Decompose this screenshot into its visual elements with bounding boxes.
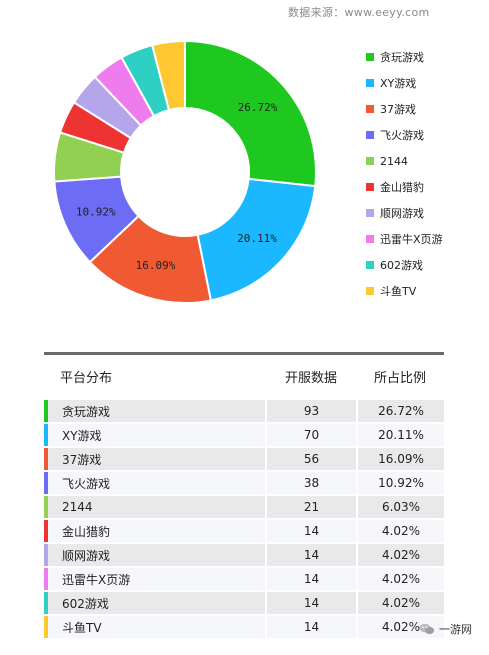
- cell-count: 93: [267, 400, 356, 422]
- table-row: 602游戏 14 4.02%: [44, 592, 444, 614]
- cell-count: 14: [267, 568, 356, 590]
- slice-label-3: 10.92%: [76, 205, 116, 218]
- table-header: 平台分布 开服数据 所占比例: [44, 355, 444, 397]
- header-ratio: 所占比例: [373, 370, 426, 386]
- legend-label: 斗鱼TV: [380, 285, 417, 298]
- cell-count: 38: [267, 472, 356, 494]
- legend-label: 飞火游戏: [380, 129, 424, 142]
- table-row: 斗鱼TV 14 4.02%: [44, 616, 444, 638]
- cell-ratio: 16.09%: [358, 448, 444, 470]
- table-row: 顺网游戏 14 4.02%: [44, 544, 444, 566]
- legend-item: XY游戏: [366, 70, 443, 96]
- legend-label: 37游戏: [380, 103, 416, 116]
- chart-legend: 贪玩游戏 XY游戏 37游戏飞火游戏 2144 金山猎豹顺网游戏迅雷牛X页游 602游戏斗…: [366, 44, 443, 304]
- cell-platform: 迅雷牛X页游: [44, 568, 265, 590]
- legend-item: 金山猎豹: [366, 174, 443, 200]
- cell-ratio: 20.11%: [358, 424, 444, 446]
- cell-platform: XY游戏: [44, 424, 265, 446]
- cell-count: 70: [267, 424, 356, 446]
- legend-swatch: [366, 131, 374, 139]
- watermark-text: 一游网: [439, 623, 472, 636]
- legend-label: XY游戏: [380, 77, 417, 90]
- slice-label-2: 16.09%: [136, 259, 176, 272]
- cell-platform: 602游戏: [44, 592, 265, 614]
- cell-ratio: 26.72%: [358, 400, 444, 422]
- legend-label: 贪玩游戏: [380, 51, 424, 64]
- legend-swatch: [366, 79, 374, 87]
- table-row: 飞火游戏 38 10.92%: [44, 472, 444, 494]
- legend-swatch: [366, 261, 374, 269]
- cell-platform: 37游戏: [44, 448, 265, 470]
- cell-ratio: 6.03%: [358, 496, 444, 518]
- data-source-caption: 数据来源：www.eeyy.com: [288, 6, 430, 19]
- legend-swatch: [366, 157, 374, 165]
- cell-platform: 金山猎豹: [44, 520, 265, 542]
- legend-item: 贪玩游戏: [366, 44, 443, 70]
- watermark: 一游网: [419, 621, 472, 637]
- cell-count: 14: [267, 616, 356, 638]
- legend-item: 2144: [366, 148, 443, 174]
- cell-count: 56: [267, 448, 356, 470]
- table-row: 迅雷牛X页游 14 4.02%: [44, 568, 444, 590]
- wechat-icon: [419, 623, 435, 635]
- cell-count: 14: [267, 520, 356, 542]
- legend-item: 斗鱼TV: [366, 278, 443, 304]
- cell-count: 21: [267, 496, 356, 518]
- legend-label: 顺网游戏: [380, 207, 424, 220]
- header-platform: 平台分布: [60, 370, 113, 386]
- cell-ratio: 4.02%: [358, 520, 444, 542]
- header-count: 开服数据: [284, 370, 337, 386]
- legend-item: 顺网游戏: [366, 200, 443, 226]
- legend-swatch: [366, 53, 374, 61]
- legend-label: 金山猎豹: [380, 181, 424, 194]
- table-row: 37游戏 56 16.09%: [44, 448, 444, 470]
- legend-item: 37游戏: [366, 96, 443, 122]
- donut-chart: 26.72% 20.11% 16.09% 10.92%: [53, 39, 317, 304]
- cell-ratio: 10.92%: [358, 472, 444, 494]
- legend-swatch: [366, 235, 374, 243]
- legend-swatch: [366, 105, 374, 113]
- cell-platform: 2144: [44, 496, 265, 518]
- cell-platform: 斗鱼TV: [44, 616, 265, 638]
- cell-platform: 顺网游戏: [44, 544, 265, 566]
- legend-swatch: [366, 287, 374, 295]
- slice-9: [151, 39, 186, 112]
- table-row: 2144 21 6.03%: [44, 496, 444, 518]
- slice-label-1: 20.11%: [237, 232, 277, 245]
- legend-item: 迅雷牛X页游: [366, 226, 443, 252]
- cell-ratio: 4.02%: [358, 544, 444, 566]
- cell-platform: 飞火游戏: [44, 472, 265, 494]
- cell-count: 14: [267, 592, 356, 614]
- table-row: XY游戏 70 20.11%: [44, 424, 444, 446]
- legend-swatch: [366, 209, 374, 217]
- legend-swatch: [366, 183, 374, 191]
- cell-ratio: 4.02%: [358, 568, 444, 590]
- cell-platform: 贪玩游戏: [44, 400, 265, 422]
- table-row: 金山猎豹 14 4.02%: [44, 520, 444, 542]
- slice-1: [196, 177, 317, 302]
- legend-item: 602游戏: [366, 252, 443, 278]
- legend-label: 迅雷牛X页游: [380, 233, 443, 246]
- slice-0: [184, 39, 317, 188]
- legend-label: 2144: [380, 154, 408, 168]
- cell-ratio: 4.02%: [358, 616, 444, 638]
- platform-table: 平台分布 开服数据 所占比例 贪玩游戏 93 26.72% XY游戏 70 20.11% 3…: [44, 352, 444, 640]
- legend-label: 602游戏: [380, 259, 423, 272]
- table-body: 贪玩游戏 93 26.72% XY游戏 70 20.11% 37游戏 56 16.09% 飞火游戏…: [44, 400, 444, 638]
- cell-count: 14: [267, 544, 356, 566]
- table-row: 贪玩游戏 93 26.72%: [44, 400, 444, 422]
- cell-ratio: 4.02%: [358, 592, 444, 614]
- slice-label-0: 26.72%: [238, 101, 278, 114]
- legend-item: 飞火游戏: [366, 122, 443, 148]
